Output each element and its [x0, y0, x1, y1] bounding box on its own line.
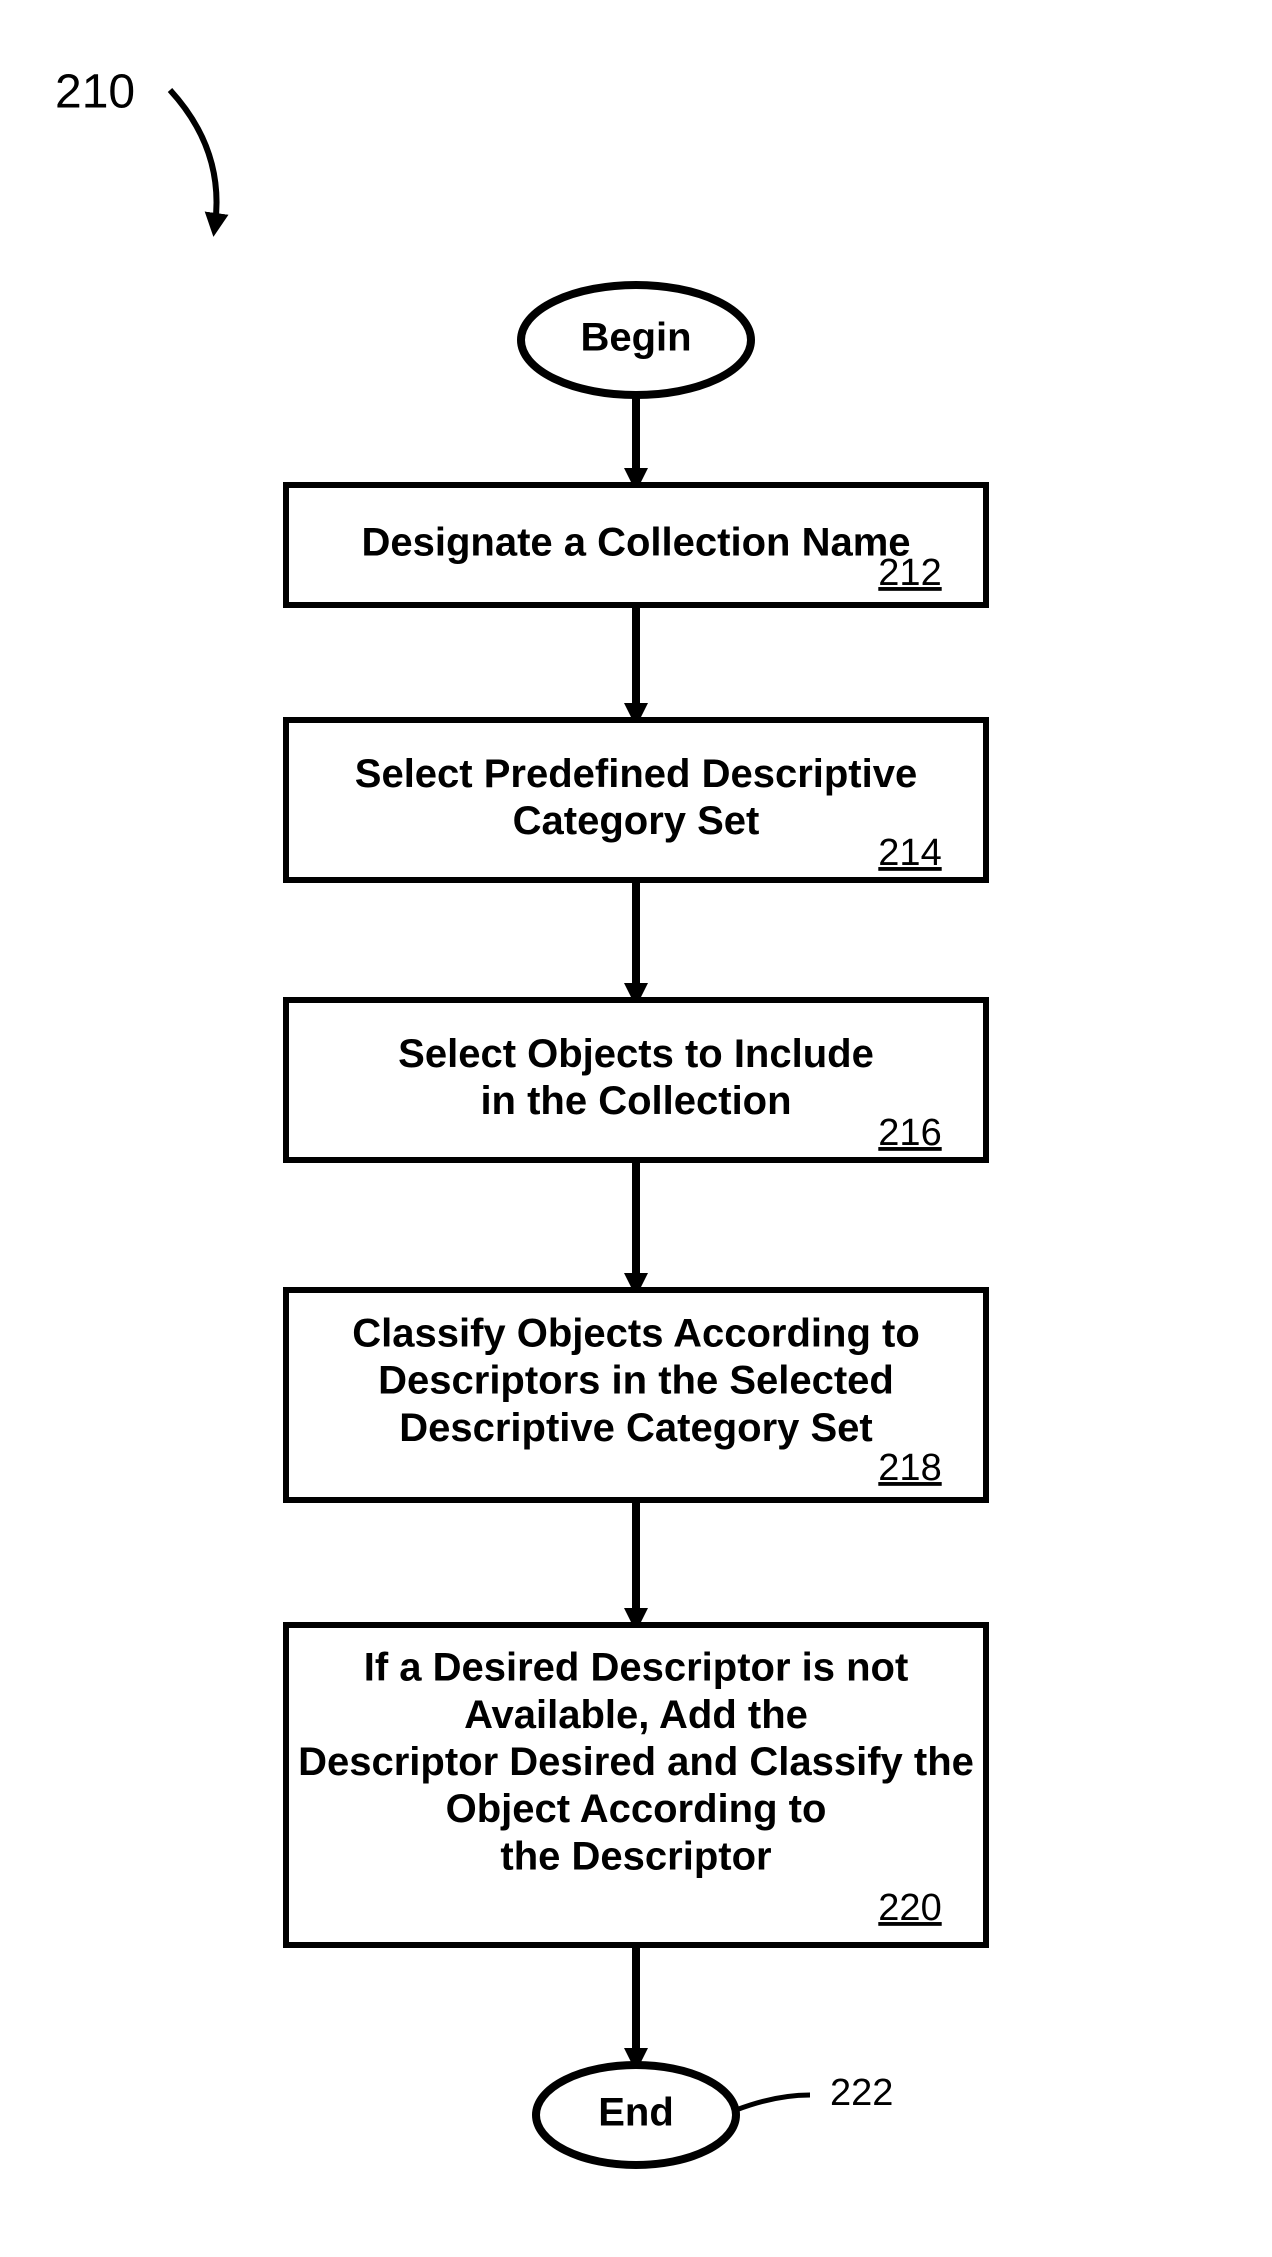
process-node: If a Desired Descriptor is notAvailable,… [286, 1625, 986, 1945]
process-label-line: Descriptors in the Selected [378, 1359, 894, 1403]
process-label-line: Select Predefined Descriptive [355, 752, 917, 796]
process-node: Select Predefined DescriptiveCategory Se… [286, 720, 986, 880]
process-node: Select Objects to Includein the Collecti… [286, 1000, 986, 1160]
figure-number-label: 210 [55, 66, 135, 119]
process-label-line: Classify Objects According to [352, 1311, 920, 1355]
figure-number-pointer [170, 90, 217, 225]
step-reference-number: 214 [878, 832, 941, 874]
process-label-line: Select Objects to Include [398, 1032, 874, 1076]
step-reference-number: 218 [878, 1447, 941, 1489]
process-label-line: If a Desired Descriptor is not [364, 1646, 909, 1690]
terminator-begin: Begin [521, 285, 751, 395]
process-label-line: Available, Add the [464, 1693, 808, 1737]
flowchart-canvas: 210 Designate a Collection Name212 Select… [0, 0, 1272, 2257]
reference-leader-line [736, 2095, 810, 2110]
process-label-line: Category Set [513, 799, 760, 843]
step-reference-number: 220 [878, 1887, 941, 1929]
process-label-line: Descriptor Desired and Classify the [298, 1740, 974, 1784]
step-reference-number: 212 [878, 552, 941, 594]
step-reference-number: 216 [878, 1112, 941, 1154]
step-reference-number: 222 [830, 2072, 893, 2114]
process-node: Designate a Collection Name212 [286, 485, 986, 605]
process-label-line: in the Collection [480, 1079, 791, 1123]
terminator-label: Begin [580, 316, 691, 360]
figure-label-layer: 210 [55, 66, 217, 225]
terminator-label: End [598, 2091, 674, 2135]
process-node: Classify Objects According toDescriptors… [286, 1290, 986, 1500]
process-label-line: Designate a Collection Name [361, 521, 910, 565]
terminator-end: End 222 [536, 2065, 893, 2165]
process-label-line: the Descriptor [500, 1834, 771, 1878]
process-label-line: Descriptive Category Set [399, 1406, 873, 1450]
process-label-line: Object According to [446, 1787, 827, 1831]
